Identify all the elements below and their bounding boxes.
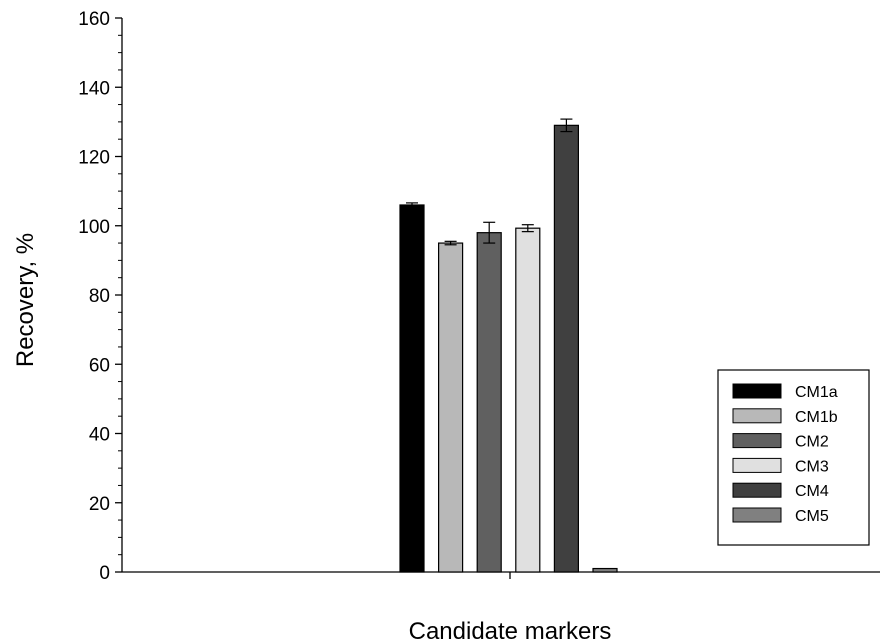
legend-label-cm1a: CM1a xyxy=(795,384,838,401)
bar-cm3 xyxy=(515,227,541,573)
legend-swatch-cm1b xyxy=(732,408,782,424)
y-tick-label: 20 xyxy=(89,494,110,515)
bar-cm5 xyxy=(592,567,618,573)
x-axis xyxy=(122,571,880,579)
bar-cm2 xyxy=(476,232,502,573)
bars xyxy=(399,124,618,573)
error-bars xyxy=(406,118,573,246)
legend-swatch-cm5 xyxy=(732,507,782,523)
y-tick-label: 140 xyxy=(78,78,110,99)
legend-swatch-cm1a xyxy=(732,383,782,399)
legend-label-cm1b: CM1b xyxy=(795,409,838,426)
legend: CM1a CM1b CM2 CM3 CM4 CM5 xyxy=(717,369,870,546)
y-tick-label: 160 xyxy=(78,9,110,30)
legend-label-cm2: CM2 xyxy=(795,434,829,451)
legend-swatch-cm4 xyxy=(732,482,782,498)
legend-label-cm5: CM5 xyxy=(795,508,829,525)
y-axis: 0 20 40 60 80 100 120 140 160 xyxy=(78,9,123,584)
legend-swatch-cm2 xyxy=(732,433,782,449)
x-axis-label: Candidate markers xyxy=(409,618,612,642)
legend-swatch-cm3 xyxy=(732,457,782,473)
y-tick-label: 40 xyxy=(89,425,110,446)
bar-cm1a xyxy=(399,204,425,573)
y-tick-label: 0 xyxy=(99,563,110,584)
y-axis-label: Recovery, % xyxy=(12,233,39,367)
y-tick-label: 80 xyxy=(89,286,110,307)
legend-label-cm3: CM3 xyxy=(795,458,829,475)
y-tick-label: 120 xyxy=(78,148,110,169)
legend-label-cm4: CM4 xyxy=(795,483,829,500)
bar-cm1b xyxy=(438,242,464,573)
bar-cm4 xyxy=(553,124,580,573)
y-tick-label: 100 xyxy=(78,217,110,238)
y-tick-label: 60 xyxy=(89,355,110,376)
